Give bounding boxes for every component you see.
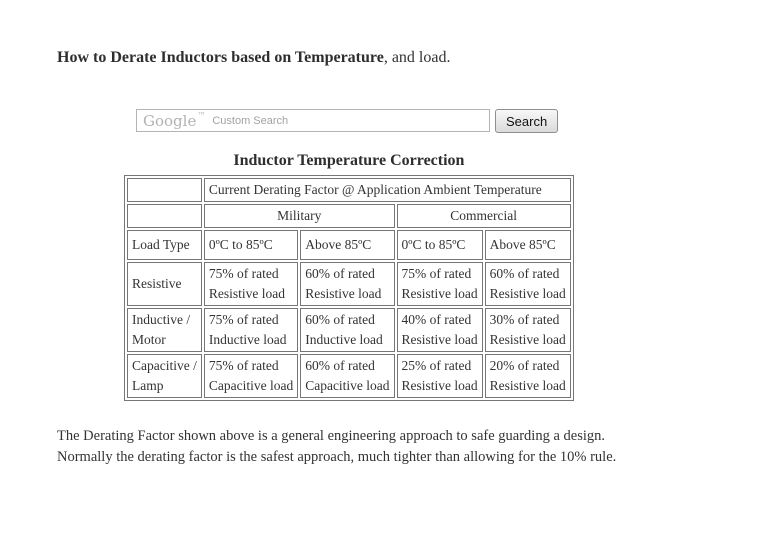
footer-line: The Derating Factor shown above is a gen… bbox=[57, 428, 605, 444]
table-title: Inductor Temperature Correction bbox=[233, 152, 465, 169]
span-header-cell: Current Derating Factor @ Application Am… bbox=[203, 178, 571, 202]
cell-text: 75% of rated bbox=[208, 266, 279, 281]
group-header-commercial: Commercial bbox=[396, 204, 571, 228]
col-header-com-high: Above 85ºC bbox=[484, 230, 571, 260]
load-type-cell: Inductive / Motor bbox=[127, 308, 202, 352]
search-button[interactable]: Search bbox=[495, 109, 559, 133]
search-box: Google ™ Custom Search bbox=[136, 109, 490, 132]
cell-text: Inductive / bbox=[132, 312, 191, 327]
cell-text: Motor bbox=[132, 332, 166, 347]
table-row-inductive: Inductive / Motor 75% of rated Inductive l… bbox=[127, 308, 571, 352]
cell-text: 75% of rated bbox=[208, 358, 279, 373]
col-header-com-low: 0ºC to 85ºC bbox=[396, 230, 483, 260]
derating-cell: 75% of rated Inductive load bbox=[203, 308, 299, 352]
cell-text: Resistive bbox=[132, 276, 182, 291]
cell-text: 20% of rated bbox=[489, 358, 560, 373]
search-input[interactable] bbox=[137, 110, 489, 131]
cell-text: 25% of rated bbox=[401, 358, 472, 373]
cell-text: Resistive load bbox=[489, 332, 566, 347]
table-row-span-header: Current Derating Factor @ Application Am… bbox=[127, 178, 571, 202]
cell-text: Resistive load bbox=[208, 286, 285, 301]
derating-cell: 60% of rated Resistive load bbox=[300, 262, 395, 306]
table-row-groups: Military Commercial bbox=[127, 204, 571, 228]
cell-text: Inductive load bbox=[305, 332, 383, 347]
derating-cell: 75% of rated Resistive load bbox=[203, 262, 299, 306]
col-header-mil-low: 0ºC to 85ºC bbox=[203, 230, 299, 260]
cell-text: Resistive load bbox=[401, 332, 478, 347]
derating-cell: 30% of rated Resistive load bbox=[484, 308, 571, 352]
derating-cell: 75% of rated Capacitive load bbox=[203, 354, 299, 398]
cell-text: Resistive load bbox=[401, 286, 478, 301]
cell-text: 40% of rated bbox=[401, 312, 472, 327]
page-title-bold: How to Derate Inductors based on Tempera… bbox=[57, 49, 384, 66]
col-header-load-type: Load Type bbox=[127, 230, 202, 260]
cell-text: Resistive load bbox=[489, 286, 566, 301]
cell-text: Inductive load bbox=[208, 332, 287, 347]
cell-text: Resistive load bbox=[401, 378, 478, 393]
derating-cell: 25% of rated Resistive load bbox=[396, 354, 483, 398]
derating-table-section: Inductor Temperature Correction Current … bbox=[124, 152, 574, 401]
page-title: How to Derate Inductors based on Tempera… bbox=[57, 48, 717, 67]
empty-cell bbox=[127, 204, 202, 228]
cell-text: Resistive load bbox=[489, 378, 566, 393]
cell-text: 30% of rated bbox=[489, 312, 560, 327]
content-area: How to Derate Inductors based on Tempera… bbox=[57, 48, 717, 468]
table-row-col-headers: Load Type 0ºC to 85ºC Above 85ºC 0ºC to … bbox=[127, 230, 571, 260]
cell-text: 75% of rated bbox=[401, 266, 472, 281]
derating-cell: 40% of rated Resistive load bbox=[396, 308, 483, 352]
cell-text: Capacitive / bbox=[132, 358, 197, 373]
col-header-mil-high: Above 85ºC bbox=[300, 230, 395, 260]
cell-text: 60% of rated bbox=[305, 312, 375, 327]
group-header-military: Military bbox=[203, 204, 395, 228]
cell-text: 75% of rated bbox=[208, 312, 279, 327]
load-type-cell: Resistive bbox=[127, 262, 202, 306]
derating-cell: 60% of rated Capacitive load bbox=[300, 354, 395, 398]
cell-text: Resistive load bbox=[305, 286, 382, 301]
load-type-cell: Capacitive / Lamp bbox=[127, 354, 202, 398]
cell-text: Capacitive load bbox=[208, 378, 294, 393]
search-bar: Google ™ Custom Search Search bbox=[136, 109, 717, 133]
derating-cell: 75% of rated Resistive load bbox=[396, 262, 483, 306]
cell-text: 60% of rated bbox=[305, 358, 375, 373]
cell-text: Lamp bbox=[132, 378, 164, 393]
cell-text: 60% of rated bbox=[305, 266, 375, 281]
table-row-resistive: Resistive 75% of rated Resistive load 60%… bbox=[127, 262, 571, 306]
table-row-capacitive: Capacitive / Lamp 75% of rated Capacitive … bbox=[127, 354, 571, 398]
page-title-rest: , and load. bbox=[383, 49, 451, 66]
cell-text: 60% of rated bbox=[489, 266, 560, 281]
derating-table: Current Derating Factor @ Application Am… bbox=[124, 175, 574, 401]
footer-line: Normally the derating factor is the safe… bbox=[57, 449, 617, 465]
derating-cell: 60% of rated Resistive load bbox=[484, 262, 571, 306]
derating-cell: 60% of rated Inductive load bbox=[300, 308, 395, 352]
derating-cell: 20% of rated Resistive load bbox=[484, 354, 571, 398]
footer-note: The Derating Factor shown above is a gen… bbox=[57, 426, 717, 468]
empty-cell bbox=[127, 178, 202, 202]
cell-text: Capacitive load bbox=[305, 378, 390, 393]
